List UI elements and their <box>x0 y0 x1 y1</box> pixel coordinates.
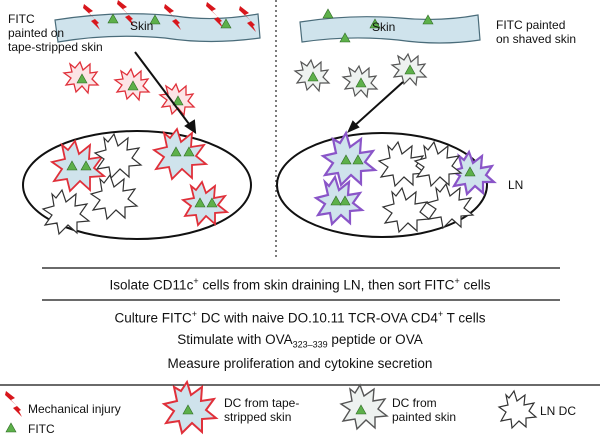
left-caption-line-3: tape-stripped skin <box>8 40 103 54</box>
legend-ln-dc-icon <box>497 389 538 430</box>
legend-ln-dc-label: LN DC <box>540 404 577 418</box>
right-caption-line-2: on shaved skin <box>496 32 577 46</box>
left-fitc-caption: FITC painted on tape-stripped skin <box>8 12 103 54</box>
legend-painted-dc-line-2: painted skin <box>392 410 457 424</box>
left-caption-line-2: painted on <box>8 26 65 40</box>
ln-left-native-dcs <box>41 132 143 236</box>
legend-tape-dc-label: DC from tape- stripped skin <box>224 396 299 424</box>
right-fitc-caption: FITC painted on shaved skin <box>496 18 576 46</box>
migration-arrows <box>134 51 404 134</box>
legend-painted-dc-label: DC from painted skin <box>392 396 456 424</box>
left-skin-layer <box>54 13 261 43</box>
legend-tape-dc-line-1: DC from tape- <box>224 396 300 410</box>
left-skin-label: Skin <box>130 19 154 33</box>
legend-fitc-label: FITC <box>28 422 55 436</box>
legend-fitc-icon <box>5 422 17 433</box>
step-isolate: Isolate CD11c+ cells from skin draining … <box>109 276 491 293</box>
right-skin-label: Skin <box>372 20 396 34</box>
step-culture: Culture FITC+ DC with naive DO.10.11 TCR… <box>114 309 486 326</box>
legend-painted-dc-line-1: DC from <box>392 396 437 410</box>
step-measure: Measure proliferation and cytokine secre… <box>167 356 433 371</box>
legend-tape-dc-line-2: stripped skin <box>224 410 292 424</box>
left-caption-line-1: FITC <box>8 12 35 26</box>
step-stimulate: Stimulate with OVA323–339 peptide or OVA <box>177 332 423 350</box>
ln-right-native-dcs <box>377 140 475 234</box>
lymph-node-label: LN <box>508 178 524 192</box>
legend-tape-dc-icon <box>161 379 219 435</box>
legend-injury-label: Mechanical injury <box>28 402 121 416</box>
legend-injury-icon <box>5 391 22 417</box>
legend-painted-dc-icon <box>339 383 389 431</box>
right-caption-line-1: FITC painted <box>496 18 566 32</box>
